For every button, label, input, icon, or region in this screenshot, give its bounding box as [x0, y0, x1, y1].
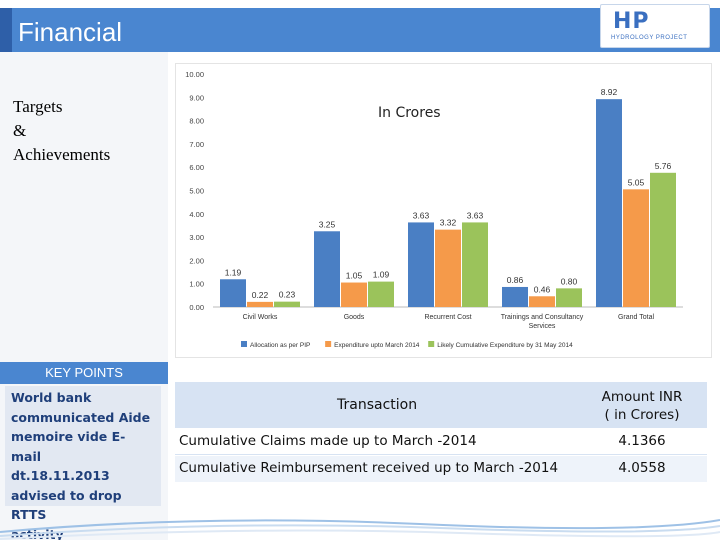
key-point-line: advised to drop RTTS: [11, 487, 122, 523]
header-accent-strip: [0, 8, 12, 52]
data-label: 3.25: [319, 219, 336, 229]
y-tick-label: 6.00: [189, 163, 204, 172]
key-point-line: memoire vide E-mail: [11, 429, 126, 464]
hydrology-project-logo: HP HYDROLOGY PROJECT: [600, 4, 710, 48]
header-amount-line-1: Amount INR: [601, 389, 683, 405]
data-label: 0.22: [252, 290, 269, 300]
bar: [435, 229, 461, 307]
data-label: 3.63: [467, 210, 484, 220]
logo-mark: HP: [613, 9, 650, 34]
legend-label: Expenditure upto March 2014: [334, 342, 420, 349]
page-title: Financial: [18, 17, 123, 47]
header-transaction: Transaction: [337, 397, 418, 413]
table-row: Cumulative Reimbursement received up to …: [175, 456, 707, 482]
bar: [596, 99, 622, 307]
y-tick-label: 8.00: [189, 117, 204, 126]
bar: [502, 286, 528, 307]
row-label: Cumulative Claims made up to March -2014: [179, 433, 477, 449]
bar: [341, 282, 367, 307]
y-tick-label: 1.00: [189, 280, 204, 289]
y-tick-label: 9.00: [189, 93, 204, 102]
header-amount-line-2: ( in Crores): [604, 407, 680, 423]
bar: [274, 301, 300, 307]
data-label: 1.09: [373, 270, 390, 280]
data-label: 1.19: [225, 267, 242, 277]
key-point-line: dt.18.11.2013: [11, 468, 110, 483]
data-label: 5.76: [655, 161, 672, 171]
chart-container: 0.00 1.00 2.00 3.00 4.00 5.00 6.00 7.00 8.00 9.00…: [175, 63, 712, 358]
table-header-row: Transaction Amount INR ( in Crores): [175, 382, 707, 428]
key-point-line: communicated Aide: [11, 409, 151, 425]
table-row: Cumulative Claims made up to March -2014…: [175, 429, 707, 455]
data-label: 3.32: [440, 218, 457, 228]
data-label: 0.80: [561, 276, 578, 286]
x-tick-label: Grand Total: [618, 314, 655, 321]
bar: [650, 172, 676, 307]
logo-subtitle: HYDROLOGY PROJECT: [611, 35, 688, 41]
x-tick-label: Civil Works: [243, 314, 278, 321]
legend-swatch: [241, 341, 247, 347]
header-amount: Amount INR ( in Crores): [587, 388, 697, 424]
y-tick-label: 2.00: [189, 256, 204, 265]
y-tick-label: 5.00: [189, 187, 204, 196]
bar: [314, 231, 340, 307]
data-label: 0.86: [507, 275, 524, 285]
row-label: Cumulative Reimbursement received up to …: [179, 460, 559, 476]
bar: [623, 189, 649, 307]
legend-label: Likely Cumulative Expenditure by 31 May …: [437, 342, 573, 349]
x-tick-label: Recurrent Cost: [424, 314, 471, 321]
bar: [368, 281, 394, 307]
key-points-header: KEY POINTS: [0, 362, 168, 384]
bar: [408, 222, 434, 307]
data-label: 5.05: [628, 177, 645, 187]
data-label: 0.23: [279, 290, 296, 300]
data-label: 0.46: [534, 284, 551, 294]
key-point-line: World bank: [11, 390, 92, 405]
data-label: 8.92: [601, 87, 618, 97]
targets-line-1: Targets: [13, 97, 63, 116]
bar: [462, 222, 488, 307]
bar: [529, 296, 555, 307]
y-tick-label: 3.00: [189, 233, 204, 242]
bar: [556, 288, 582, 307]
key-points-body: World bank communicated Aide memoire vid…: [5, 386, 161, 540]
targets-achievements-heading: Targets & Achievements: [13, 95, 163, 167]
targets-line-2: &: [13, 121, 27, 140]
x-tick-label: Goods: [344, 314, 365, 321]
y-tick-label: 4.00: [189, 210, 204, 219]
legend-swatch: [428, 341, 435, 347]
data-label: 3.63: [413, 210, 430, 220]
row-amount: 4.1366: [618, 433, 666, 449]
bar: [247, 301, 273, 307]
targets-line-3: Achievements: [13, 145, 111, 164]
y-tick-label: 10.00: [185, 70, 204, 79]
bar-chart: 0.00 1.00 2.00 3.00 4.00 5.00 6.00 7.00 8.00 9.00…: [185, 70, 683, 349]
legend-label: Allocation as per PIP: [250, 342, 310, 349]
data-label: 1.05: [346, 271, 363, 281]
y-tick-label: 0.00: [189, 303, 204, 312]
x-tick-label: Trainings and Consultancy: [501, 314, 584, 321]
y-tick-label: 7.00: [189, 140, 204, 149]
unit-label: In Crores: [378, 105, 441, 121]
row-amount: 4.0558: [618, 460, 666, 476]
bar: [220, 279, 246, 307]
legend-swatch: [325, 341, 332, 347]
x-tick-label: Services: [529, 323, 556, 330]
footer-swoosh: [0, 519, 720, 540]
